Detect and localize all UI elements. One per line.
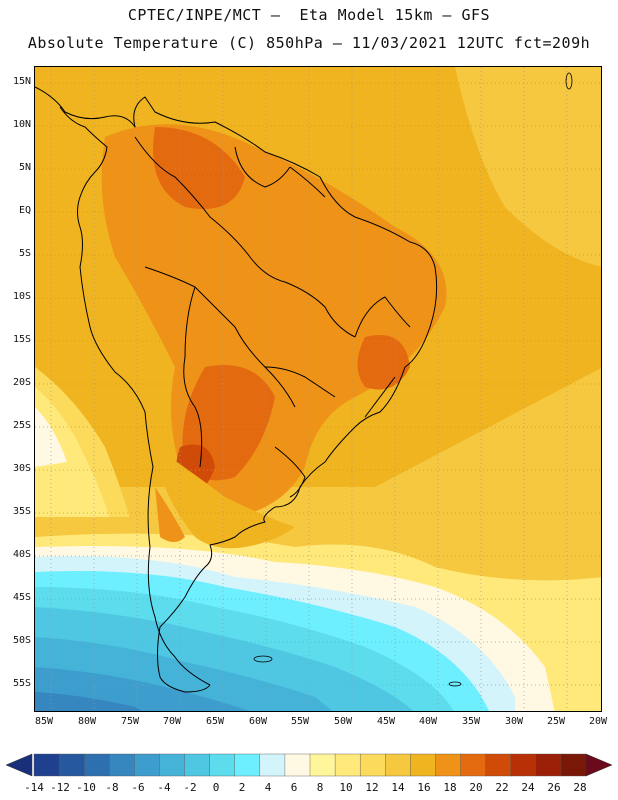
temperature-colorbar xyxy=(5,753,613,777)
colorbar-cell xyxy=(284,753,311,777)
colorbar-label: -14 xyxy=(24,781,44,794)
lat-label: 45S xyxy=(12,592,31,603)
colorbar-cell xyxy=(435,753,462,777)
colorbar-cell xyxy=(359,753,386,777)
colorbar-cell xyxy=(83,753,110,777)
lat-label: 35S xyxy=(12,506,31,517)
lat-label: 15N xyxy=(12,76,31,87)
colorbar-label: 22 xyxy=(495,781,509,794)
lat-label: 50S xyxy=(12,635,31,646)
temperature-field xyxy=(35,67,601,711)
lon-label: 25W xyxy=(546,716,566,727)
lat-label: 55S xyxy=(12,678,31,689)
lon-label: 45W xyxy=(376,716,396,727)
colorbar-cell xyxy=(109,753,135,777)
colorbar-label: -10 xyxy=(76,781,96,794)
colorbar-label: 14 xyxy=(391,781,405,794)
colorbar-label: 28 xyxy=(573,781,587,794)
lat-label: 20S xyxy=(12,377,31,388)
colorbar-cell xyxy=(159,753,186,777)
colorbar-cell xyxy=(209,753,236,777)
colorbar-label: -2 xyxy=(183,781,197,794)
lat-label: EQ xyxy=(18,205,31,216)
lon-label: 60W xyxy=(248,716,268,727)
colorbar-label: 6 xyxy=(290,781,298,794)
colorbar-cell xyxy=(33,753,60,777)
colorbar-label: 24 xyxy=(521,781,535,794)
colorbar-label: 16 xyxy=(417,781,431,794)
lat-label: 5S xyxy=(18,248,31,259)
colorbar-label: 18 xyxy=(443,781,457,794)
colorbar-cell xyxy=(259,753,286,777)
colorbar-cell xyxy=(385,753,411,777)
colorbar-label: 4 xyxy=(264,781,272,794)
lat-label: 15S xyxy=(12,334,31,345)
colorbar-label: 2 xyxy=(238,781,246,794)
colorbar-cell xyxy=(460,753,487,777)
lon-label: 50W xyxy=(333,716,353,727)
map-title-line2: Absolute Temperature (C) 850hPa – 11/03/… xyxy=(27,34,591,52)
lat-label: 10S xyxy=(12,291,31,302)
colorbar-label: -4 xyxy=(157,781,171,794)
colorbar-label: 26 xyxy=(547,781,561,794)
lon-label: 40W xyxy=(418,716,438,727)
map-title-line1: CPTEC/INPE/MCT – Eta Model 15km – GFS xyxy=(127,6,491,24)
lon-label: 55W xyxy=(290,716,310,727)
lon-label: 75W xyxy=(120,716,140,727)
colorbar-cell xyxy=(410,753,436,777)
colorbar-cell xyxy=(535,753,562,777)
colorbar-label: 12 xyxy=(365,781,379,794)
temperature-map xyxy=(34,66,602,712)
lon-label: 80W xyxy=(77,716,97,727)
colorbar-label: -12 xyxy=(50,781,70,794)
colorbar-cell xyxy=(184,753,211,777)
lat-label: 5N xyxy=(18,162,31,173)
lon-label: 30W xyxy=(504,716,524,727)
colorbar-cell xyxy=(560,753,587,777)
colorbar-label: 20 xyxy=(469,781,483,794)
colorbar-cell xyxy=(309,753,336,777)
colorbar-cell xyxy=(510,753,537,777)
lon-label: 65W xyxy=(205,716,225,727)
colorbar-label: 8 xyxy=(316,781,324,794)
lat-label: 40S xyxy=(12,549,31,560)
lat-label: 10N xyxy=(12,119,31,130)
colorbar-label: 0 xyxy=(212,781,220,794)
colorbar-min-arrow xyxy=(5,753,33,777)
colorbar-cell xyxy=(58,753,85,777)
lon-label: 20W xyxy=(588,716,608,727)
colorbar-cell xyxy=(334,753,361,777)
lat-label: 30S xyxy=(12,463,31,474)
lon-label: 85W xyxy=(34,716,54,727)
colorbar-label: 10 xyxy=(339,781,353,794)
colorbar-cell xyxy=(234,753,261,777)
lon-label: 35W xyxy=(461,716,481,727)
colorbar-max-arrow xyxy=(585,753,613,777)
colorbar-label: -6 xyxy=(131,781,145,794)
lat-label: 25S xyxy=(12,420,31,431)
colorbar-cell xyxy=(485,753,512,777)
colorbar-cell xyxy=(134,753,160,777)
lon-label: 70W xyxy=(162,716,182,727)
colorbar-label: -8 xyxy=(105,781,119,794)
